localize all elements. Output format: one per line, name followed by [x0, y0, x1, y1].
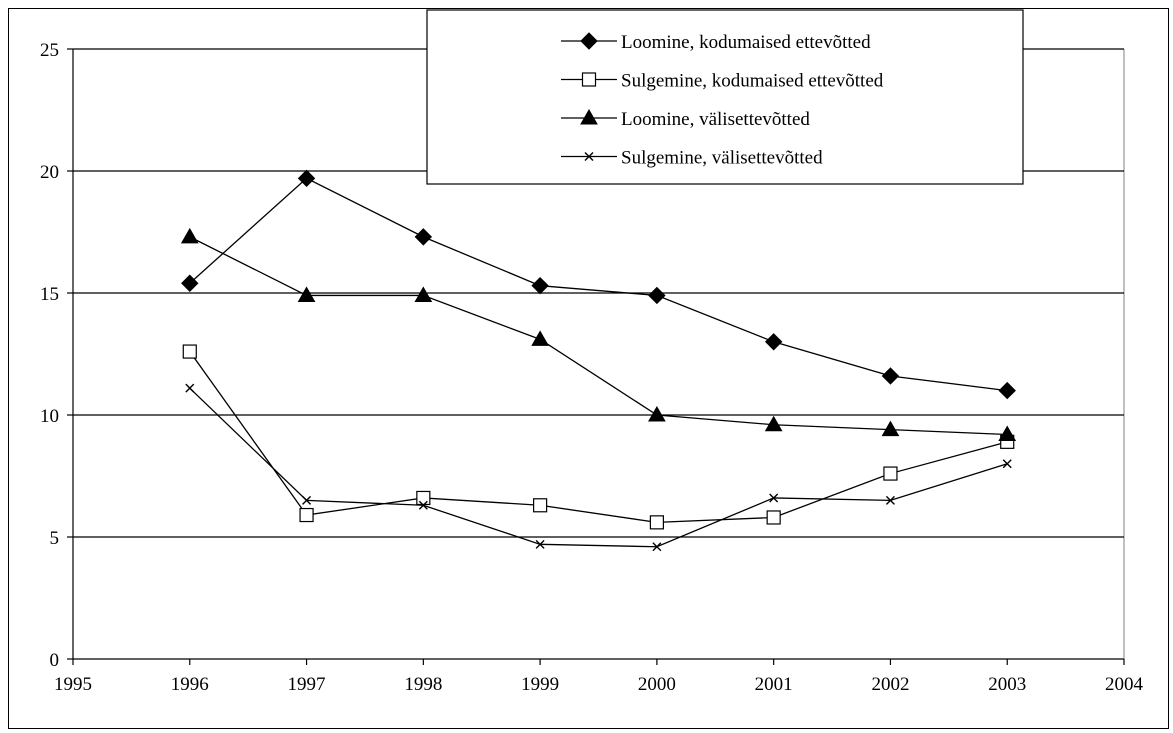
data-point	[531, 276, 549, 295]
y-tick-label: 15	[40, 284, 59, 305]
data-point	[883, 466, 898, 481]
data-point	[649, 515, 664, 530]
data-point	[764, 333, 783, 351]
x-tick-label: 2001	[755, 674, 793, 695]
legend-marker	[580, 32, 598, 50]
legend-item: Loomine, välisettevõtted	[561, 108, 810, 130]
x-tick-label: 2000	[638, 674, 676, 695]
legend: Loomine, kodumaised ettevõtted Sulgemine,…	[426, 9, 1024, 185]
data-point	[648, 405, 666, 422]
legend-marker	[580, 108, 598, 125]
data-point	[416, 490, 431, 506]
data-point	[414, 286, 433, 302]
legend-label: Sulgemine, kodumaised ettevõtted	[621, 71, 884, 92]
data-point	[769, 493, 779, 503]
axis-layer: 0 5 10 15 20 25 1995 1996 1997 1998 1999 2000 2001 20…	[40, 40, 1144, 695]
data-point	[531, 330, 549, 346]
y-tick-label: 0	[50, 650, 60, 671]
legend-marker	[584, 152, 594, 161]
data-point	[535, 539, 545, 549]
data-point	[182, 344, 197, 359]
y-tick-label: 20	[40, 162, 59, 183]
data-point	[181, 274, 199, 292]
data-point	[414, 228, 433, 246]
series-1	[181, 169, 1016, 400]
data-point	[297, 169, 316, 188]
legend-label: Loomine, välisettevõtted	[621, 109, 810, 130]
data-point	[766, 510, 781, 525]
x-tick-label: 1996	[171, 674, 209, 695]
x-tick-label: 2003	[988, 674, 1026, 695]
data-point	[302, 495, 312, 505]
legend-box	[426, 9, 1024, 185]
data-point	[764, 415, 783, 432]
data-point	[533, 498, 548, 513]
data-point	[998, 381, 1016, 400]
series-layer	[180, 169, 1017, 552]
data-point	[652, 542, 662, 552]
series-line	[189, 236, 1008, 436]
data-point	[1002, 459, 1012, 469]
y-tick-label: 5	[50, 528, 60, 549]
legend-label: Sulgemine, välisettevõtted	[621, 148, 823, 169]
y-tick-label: 10	[40, 406, 59, 427]
y-tick-label: 25	[40, 40, 59, 61]
series-line	[189, 351, 1008, 524]
data-point	[180, 227, 199, 244]
x-tick-label: 1998	[404, 674, 442, 695]
series-2	[182, 344, 1015, 530]
x-tick-label: 1999	[521, 674, 559, 695]
x-tick-label: 2004	[1105, 674, 1144, 695]
series-3	[180, 227, 1017, 442]
x-tick-label: 1997	[288, 674, 326, 695]
data-point	[885, 495, 895, 505]
series-line	[189, 387, 1008, 548]
legend-label: Loomine, kodumaised ettevõtted	[621, 32, 871, 53]
data-point	[998, 425, 1017, 442]
data-point	[648, 286, 666, 305]
legend-item: Loomine, kodumaised ettevõtted	[561, 32, 871, 53]
legend-marker	[581, 72, 597, 87]
legend-item: Sulgemine, kodumaised ettevõtted	[561, 71, 884, 92]
x-tick-label: 1995	[54, 674, 92, 695]
series-4	[185, 383, 1012, 552]
data-point	[881, 420, 900, 437]
data-point	[418, 500, 428, 510]
data-point	[297, 286, 316, 302]
series-line	[189, 177, 1008, 392]
legend-item: Sulgemine, välisettevõtted	[561, 148, 823, 169]
x-tick-label: 2002	[871, 674, 909, 695]
data-point	[185, 383, 195, 393]
data-point	[299, 507, 314, 523]
data-point	[881, 367, 900, 385]
